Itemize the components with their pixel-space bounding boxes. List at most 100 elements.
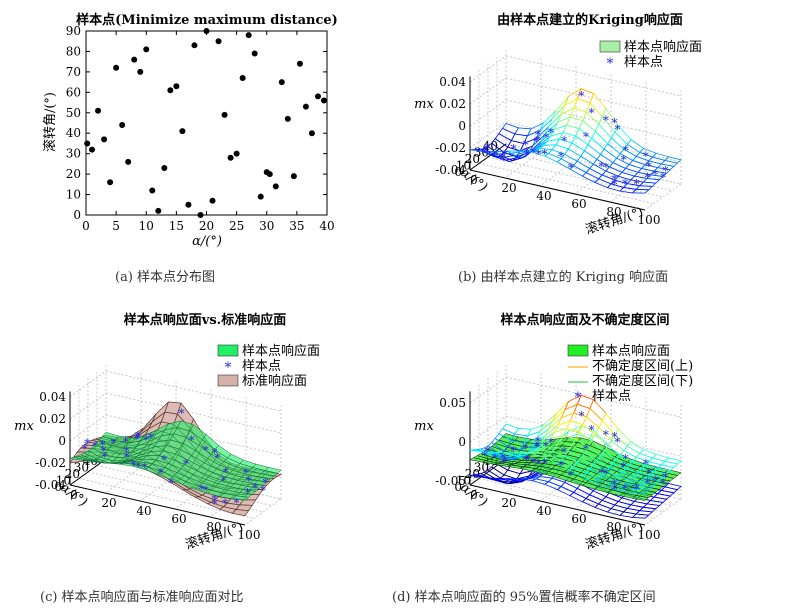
chart-d-sample-marker: * [542,456,548,470]
chart-b-sample-marker: * [579,89,585,103]
chart-b-sample-marker: * [623,144,629,158]
chart-b-grid [505,55,682,97]
chart-c-sample-marker: * [124,450,130,464]
chart-c-zlabel: mx [14,419,34,434]
chart-b-sample-marker: * [500,150,506,164]
chart-c-x-tick-label: 0 [70,488,78,502]
chart-d-upper-cell [631,488,650,494]
chart-b-grid [496,150,673,191]
x-tick-label: 10 [139,219,154,233]
chart-c-sample-marker: * [133,432,139,446]
chart-d-axis [469,484,646,526]
chart-d-sample-marker: * [611,430,617,444]
scatter-point [101,136,108,143]
chart-b-sample-marker: * [614,123,620,137]
chart-d-sample-marker: * [500,451,506,465]
chart-d-grid [609,490,647,518]
chart-d-sample-marker: * [603,428,609,442]
chart-d-sample-marker: * [603,467,609,481]
chart-d-sample-marker: * [524,453,530,467]
chart-d-sample-marker: * [622,482,628,496]
scatter-point [89,146,96,153]
chart-d-zlabel: mx [414,419,434,434]
chart-d-sample-marker: * [523,453,529,467]
chart-b-sample-marker: * [598,159,604,173]
chart-b-sample-marker: * [482,146,488,160]
y-tick-label: 50 [66,106,81,120]
chart-d-sample-marker: * [612,482,618,496]
chart-b-y-tick-label: 10 [456,159,471,173]
chart-d-grid [504,466,542,494]
scatter-point [308,130,315,137]
chart-b-sample-marker: * [603,113,609,127]
chart-c-x-tick-label: 20 [101,496,116,510]
chart-d-sample-marker: * [614,435,620,449]
chart-b-sample-marker: * [611,116,617,130]
y-tick-label: 90 [66,24,81,38]
y-tick-label: 70 [66,65,81,79]
chart-b-grid [469,121,507,149]
chart-a-ylabel: 滚转角/(°) [42,92,58,152]
chart-d-sample-marker: * [598,466,604,480]
chart-a-title: 样本点(Minimize maximum distance) [76,12,338,28]
chart-b-grid [609,175,647,203]
chart-c-sample-marker: * [123,445,129,459]
chart-c-axis [69,458,107,486]
chart-c-z-tick-label: -0.04 [35,478,66,492]
chart-b-y-tick-label: 20 [465,152,480,166]
chart-b-sample-marker: * [558,150,564,164]
chart-d-grid [505,415,682,457]
chart-d-legend-marker: * [575,390,582,406]
chart-b-axis [469,143,507,171]
chart-b-sample-marker: * [523,138,529,152]
chart-d-legend-label: 样本点 [592,389,631,404]
chart-d-legend-label: 不确定度区间(上) [592,358,693,374]
chart-c-grid [69,414,107,442]
chart-b-legend-label: 样本点 [624,55,663,70]
chart-d-sample-marker: * [533,440,539,454]
chart-b-sample-marker: * [500,153,506,167]
chart-c-legend-label: 样本点响应面 [242,343,320,359]
chart-d-sample-marker: * [583,442,589,456]
chart-b-surface-cell [631,188,650,194]
chart-c-z-tick-label: -0.02 [35,456,66,470]
chart-c-resp-cell [231,495,250,501]
chart-d-sample-marker: * [652,473,658,487]
chart-b-sample-marker: * [548,125,554,139]
chart-b-sample-marker: * [568,161,574,175]
chart-b-sample-marker: * [662,164,668,178]
chart-c-grid [244,498,282,526]
scatter-point [131,56,138,63]
chart-c-sample-marker: * [179,406,185,420]
scatter-point [107,179,114,186]
chart-c-sample-marker: * [135,460,141,474]
chart-b-grid [469,99,507,127]
x-tick-label: 40 [319,219,334,233]
chart-c: 样本点响应面vs.标准响应面 -0.04-0.0200.020.04020406… [14,312,320,553]
chart-b-sample-marker: * [561,134,567,148]
chart-c-sample-marker: * [100,438,106,452]
chart-c-sample-marker: * [221,474,227,488]
chart-b-sample-marker: * [645,170,651,184]
scatter-point [84,140,91,147]
chart-c-sample-marker: * [252,481,258,495]
chart-d-z-tick-label: 0 [458,435,466,449]
scatter-point [296,60,303,67]
chart-b-zlabel: mx [414,97,434,112]
chart-d-sample-marker: * [543,440,549,454]
x-tick-label: 0 [82,219,90,233]
chart-d-sample-marker: * [568,468,574,482]
chart-d-x-tick-label: 80 [606,520,621,534]
chart-b-sample-marker: * [524,145,530,159]
scatter-point [284,115,291,122]
chart-c-sample-marker: * [158,466,164,480]
chart-b-sample-marker: * [533,134,539,148]
chart-c-sample-marker: * [100,444,106,458]
chart-b-z-tick-label: 0 [458,119,466,133]
chart-c-std-cell [231,509,250,517]
chart-d-grid [539,474,577,502]
scatter-point [257,193,264,200]
caption-b: (b) 由样本点建立的 Kriging 响应面 [458,270,669,285]
chart-c-sample-marker: * [135,431,141,445]
chart-c-grid [139,474,177,502]
